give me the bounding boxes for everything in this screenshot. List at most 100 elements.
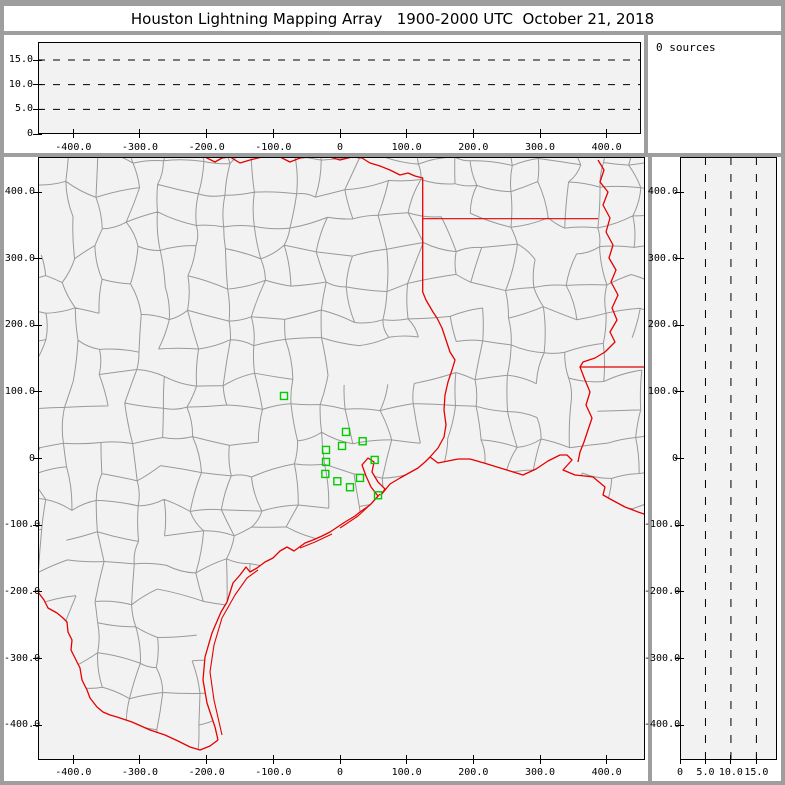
- axis-tick: [33, 591, 42, 593]
- lma-station-marker: [370, 455, 379, 465]
- sources-count-panel: 0 sources: [648, 35, 781, 153]
- axis-tick: [472, 129, 474, 138]
- axis-tick: [33, 258, 42, 260]
- axis-tick: [704, 755, 706, 764]
- alt-ns-y-tick-label: 0: [671, 452, 678, 464]
- sources-count-label: 0 sources: [656, 41, 716, 54]
- alt-ew-x-tick-label: -200.0: [188, 142, 225, 153]
- alt-ew-plot[interactable]: [38, 42, 641, 134]
- alt-ew-x-tick-label: -400.0: [55, 142, 92, 153]
- axis-tick: [675, 324, 684, 326]
- alt-ew-y-tick-label: 10.0: [8, 78, 33, 90]
- axis-tick: [339, 129, 341, 138]
- map-x-tick-label: -300.0: [121, 767, 159, 778]
- axis-tick: [675, 391, 684, 393]
- axis-tick: [33, 724, 42, 726]
- axis-tick: [272, 129, 274, 138]
- alt-ns-y-tick-label: 100.0: [647, 385, 678, 397]
- alt-ns-x-tick-label: 10.0: [718, 767, 743, 778]
- axis-tick: [730, 755, 732, 764]
- map-y-tick-label: 200.0: [4, 319, 35, 331]
- map-x-tick-label: -200.0: [188, 767, 225, 778]
- lma-station-marker: [355, 473, 365, 483]
- lma-station-marker: [321, 445, 331, 455]
- alt-ew-x-tick-label: 300.0: [524, 142, 556, 153]
- gulf-coastline: [202, 454, 645, 741]
- alt-ns-plot[interactable]: [680, 157, 777, 760]
- map-y-tick-label: 0: [28, 452, 35, 464]
- axis-tick: [72, 129, 74, 138]
- axis-tick: [33, 458, 42, 460]
- alt-ew-x-tick-label: 400.0: [591, 142, 622, 153]
- axis-tick: [675, 258, 684, 260]
- lma-station-marker: [279, 391, 289, 401]
- axis-tick: [675, 724, 684, 726]
- lma-station-marker: [333, 477, 342, 486]
- axis-tick: [206, 129, 208, 138]
- map-x-tick-label: -100.0: [255, 767, 292, 778]
- axis-tick: [675, 191, 684, 193]
- axis-tick: [33, 658, 42, 660]
- axis-tick: [272, 755, 274, 764]
- map-x-tick-label: 200.0: [458, 767, 489, 778]
- axis-tick: [679, 755, 681, 764]
- alt-ns-x-tick-label: 5.0: [696, 767, 715, 778]
- alt-ns-y-tick-label: 400.0: [647, 186, 678, 198]
- alt-ns-y-tick-label: -400.0: [644, 719, 681, 731]
- alt-ns-projection-panel[interactable]: 400.0 300.0 200.0 100.0 0 -100.0 -200.0 -300.0 -…: [644, 157, 781, 781]
- alt-ew-projection-panel[interactable]: 0 5.0 10.0 15.0 -400.0 -300.0 -200.0 -100.0 0 100…: [4, 35, 644, 153]
- alt-ns-x-tick-label: 15.0: [744, 767, 769, 778]
- axis-tick: [206, 755, 208, 764]
- axis-tick: [33, 191, 42, 193]
- barrier-island: [209, 569, 259, 736]
- lma-station-marker: [321, 457, 331, 467]
- lma-station-marker: [373, 491, 383, 500]
- map-y-tick-label: -100.0: [4, 519, 41, 531]
- axis-tick: [33, 84, 42, 86]
- alt-ew-x-tick-label: -100.0: [255, 142, 292, 153]
- axis-tick: [675, 524, 684, 526]
- map-y-tick-label: 300.0: [4, 252, 35, 264]
- red-river-and-sabine-border: [204, 157, 456, 458]
- map-x-tick-label: -400.0: [55, 767, 92, 778]
- axis-tick: [33, 59, 42, 61]
- map-x-tick-label: 100.0: [391, 767, 422, 778]
- alt-ns-y-tick-label: -300.0: [644, 652, 681, 664]
- plan-view-plot[interactable]: [38, 157, 645, 760]
- alt-ew-x-tick-label: 100.0: [391, 142, 422, 153]
- axis-tick: [139, 755, 141, 764]
- axis-tick: [539, 755, 541, 764]
- map-x-tick-label: 400.0: [591, 767, 622, 778]
- lma-station-marker: [321, 469, 330, 479]
- plan-view-map-panel[interactable]: 400.0 300.0 200.0 100.0 0 -100.0 -200.0 -300.0 -…: [4, 157, 648, 781]
- axis-tick: [33, 133, 42, 135]
- map-y-tick-label: 400.0: [4, 186, 35, 198]
- map-y-tick-label: -300.0: [4, 652, 41, 664]
- axis-tick: [472, 755, 474, 764]
- map-x-tick-label: 300.0: [524, 767, 556, 778]
- alt-ns-y-tick-label: -100.0: [644, 519, 681, 531]
- plot-border: [680, 157, 777, 760]
- mississippi-river: [577, 159, 619, 463]
- alt-ns-y-tick-label: 300.0: [647, 252, 678, 264]
- axis-tick: [406, 755, 408, 764]
- alt-ew-x-tick-label: 200.0: [458, 142, 489, 153]
- axis-tick: [606, 129, 608, 138]
- axis-tick: [33, 524, 42, 526]
- alt-ns-y-tick-label: 200.0: [647, 319, 678, 331]
- axis-tick: [539, 129, 541, 138]
- axis-tick: [339, 755, 341, 764]
- alt-ew-y-tick-label: 15.0: [8, 54, 33, 65]
- alt-ew-x-tick-label: 0: [336, 142, 344, 153]
- alt-ns-x-tick-label: 0: [676, 767, 684, 778]
- barrier-island: [299, 533, 333, 549]
- axis-tick: [406, 129, 408, 138]
- map-y-tick-label: -200.0: [4, 585, 41, 597]
- rio-grande-border: [38, 591, 219, 751]
- axis-tick: [72, 755, 74, 764]
- window-title: Houston Lightning Mapping Array 1900-200…: [4, 6, 781, 31]
- lma-station-marker: [345, 483, 355, 492]
- axis-tick: [755, 755, 757, 764]
- lma-station-marker: [358, 437, 367, 446]
